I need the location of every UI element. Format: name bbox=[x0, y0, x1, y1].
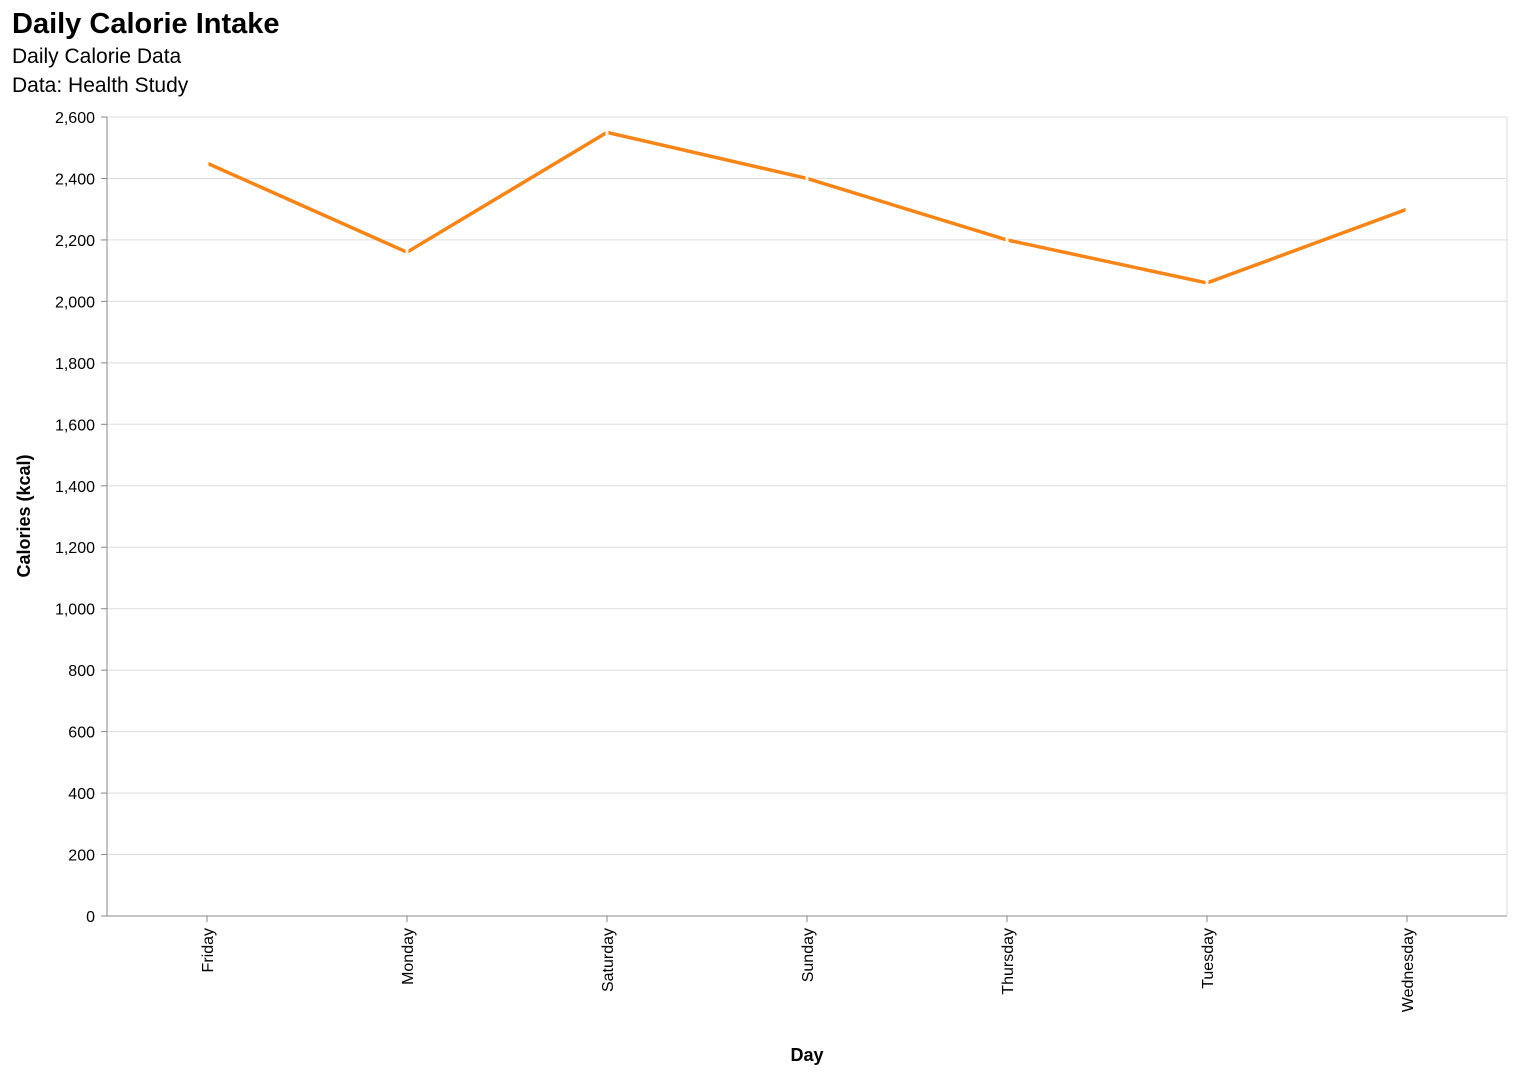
y-tick-label: 1,000 bbox=[55, 602, 95, 619]
x-tick-label: Friday bbox=[200, 928, 217, 972]
y-tick-label: 2,200 bbox=[55, 233, 95, 250]
data-point[interactable] bbox=[1205, 278, 1209, 287]
data-point[interactable] bbox=[405, 248, 409, 257]
y-tick-label: 800 bbox=[68, 663, 95, 680]
y-tick-label: 0 bbox=[86, 909, 95, 926]
chart-subtitle-line-2: Data: Health Study bbox=[12, 74, 189, 97]
series-layer bbox=[205, 128, 1409, 287]
series-line bbox=[206, 130, 1408, 285]
data-point[interactable] bbox=[805, 174, 809, 183]
y-tick-label: 1,600 bbox=[55, 417, 95, 434]
data-point[interactable] bbox=[205, 159, 209, 168]
y-tick-label: 2,600 bbox=[55, 110, 95, 127]
chart-title: Daily Calorie Intake bbox=[12, 8, 280, 40]
data-point[interactable] bbox=[1005, 235, 1009, 244]
x-axis-title: Day bbox=[790, 1045, 823, 1065]
x-tick-label: Sunday bbox=[800, 928, 817, 982]
y-tick-label: 2,000 bbox=[55, 294, 95, 311]
x-tick-label: Monday bbox=[400, 928, 417, 985]
x-tick-label: Tuesday bbox=[1200, 928, 1217, 989]
y-tick-label: 1,800 bbox=[55, 356, 95, 373]
y-tick-label: 2,400 bbox=[55, 171, 95, 188]
x-tick-label: Thursday bbox=[1000, 928, 1017, 995]
data-point[interactable] bbox=[605, 128, 609, 137]
gridlines bbox=[107, 116, 1508, 917]
y-tick-label: 1,400 bbox=[55, 479, 95, 496]
x-tick-label: Saturday bbox=[600, 928, 617, 992]
y-tick-label: 1,200 bbox=[55, 540, 95, 557]
y-tick-label: 600 bbox=[68, 725, 95, 742]
axes: 0 200 400 600 800 1,000 1,200 1,400 1,600 1,800 2,… bbox=[55, 110, 1507, 1012]
y-tick-label: 200 bbox=[68, 848, 95, 865]
y-axis-title: Calories (kcal) bbox=[14, 454, 34, 577]
chart-header: Daily Calorie Intake Daily Calorie Data … bbox=[12, 6, 280, 100]
chart-subtitle-line-1: Daily Calorie Data bbox=[12, 45, 182, 68]
y-tick-label: 400 bbox=[68, 786, 95, 803]
x-tick-label: Wednesday bbox=[1400, 928, 1417, 1012]
data-point[interactable] bbox=[1405, 205, 1409, 214]
